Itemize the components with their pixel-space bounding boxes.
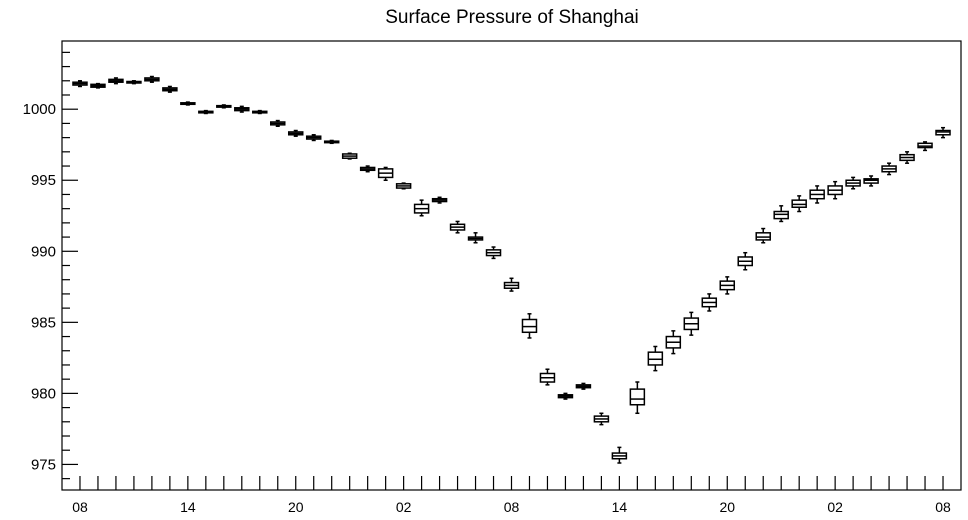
plot-border [61, 40, 962, 491]
box-item [683, 311, 700, 336]
x-tick-label: 08 [935, 499, 951, 515]
y-tick-label: 980 [31, 385, 56, 402]
y-tick-label: 985 [31, 314, 56, 331]
box-item [216, 104, 232, 109]
box-item [377, 166, 394, 181]
box-item [827, 180, 843, 200]
box-item [72, 80, 88, 88]
box-item [773, 205, 789, 223]
box-item [701, 293, 718, 312]
box-item [359, 165, 376, 173]
box-item [737, 251, 753, 271]
box-item [809, 185, 825, 204]
box-item [449, 220, 466, 234]
box-item [413, 199, 430, 217]
box-item [845, 176, 861, 190]
box-item [863, 175, 879, 187]
box-item [467, 232, 484, 244]
box-body [629, 388, 646, 406]
box-item [305, 134, 322, 142]
y-axis: 975 980 985 990 995 1000 [23, 51, 78, 480]
box-item [791, 195, 807, 213]
box-item [287, 129, 304, 137]
box-item [539, 368, 556, 386]
box-item [611, 446, 628, 464]
y-tick-label: 990 [31, 243, 56, 260]
plot-frame [61, 40, 962, 491]
box-item [395, 182, 412, 190]
y-tick-label: 1000 [23, 101, 56, 118]
box-item [198, 109, 214, 115]
x-tick-label: 14 [180, 499, 196, 515]
x-tick-label: 02 [396, 499, 412, 515]
box-item [180, 101, 196, 106]
chart-title: Surface Pressure of Shanghai [385, 7, 639, 28]
box-series [72, 75, 951, 464]
box-item [719, 276, 736, 295]
x-tick-label: 08 [504, 499, 520, 515]
y-tick-label: 995 [31, 172, 56, 189]
box-item [647, 345, 664, 372]
box-item [108, 77, 124, 85]
box-item [234, 105, 250, 113]
x-tick-label: 02 [827, 499, 843, 515]
box-item [270, 119, 286, 128]
x-axis: 08 14 20 02 08 14 20 02 08 [72, 476, 951, 515]
box-item [431, 196, 448, 204]
box-item [252, 109, 268, 115]
box-item [899, 151, 915, 164]
box-item [917, 141, 933, 152]
x-tick-label: 20 [719, 499, 735, 515]
x-tick-label: 20 [288, 499, 304, 515]
box-item [881, 162, 897, 176]
x-tick-label: 14 [612, 499, 628, 515]
x-tick-label: 08 [72, 499, 88, 515]
box-item [126, 80, 142, 85]
box-item [485, 246, 502, 260]
box-item [90, 82, 106, 89]
box-item [521, 313, 538, 339]
box-item [665, 330, 682, 355]
box-item [323, 139, 340, 145]
box-item [162, 85, 178, 93]
box-item [144, 75, 160, 83]
box-item [629, 381, 646, 415]
box-item [341, 152, 358, 160]
y-tick-label: 975 [31, 456, 56, 473]
box-item [593, 412, 610, 426]
box-item [575, 382, 592, 390]
box-item [755, 227, 771, 244]
box-item [935, 126, 951, 139]
box-item [557, 392, 574, 400]
box-item [503, 277, 520, 292]
